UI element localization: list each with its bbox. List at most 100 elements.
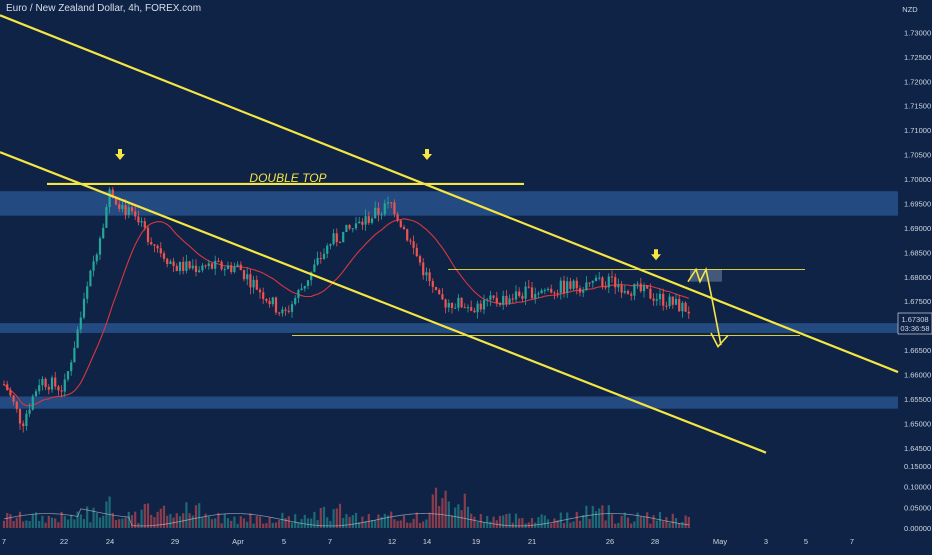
volume-bar	[687, 516, 690, 528]
volume-bar	[9, 514, 12, 528]
volume-bar	[630, 523, 633, 528]
volume-bar	[28, 520, 31, 528]
volume-bar	[684, 515, 687, 528]
candle-body	[178, 261, 182, 272]
volume-bar	[559, 512, 562, 528]
candle-body	[239, 264, 242, 271]
candle-body	[473, 310, 476, 313]
volume-bar	[313, 511, 316, 528]
volume-bar	[178, 516, 182, 528]
volume-bar	[582, 515, 585, 528]
candle-body	[284, 309, 287, 311]
volume-bar	[134, 511, 137, 528]
volume-bar	[70, 514, 73, 528]
volume-bar	[153, 517, 156, 528]
volume-bar	[127, 511, 130, 528]
volume-bar	[22, 521, 25, 528]
candle-body	[393, 202, 396, 215]
candle-body	[322, 253, 326, 259]
volume-bar	[598, 508, 601, 528]
candle-body	[287, 310, 290, 312]
candle-body	[31, 396, 34, 410]
candle-body	[108, 189, 111, 208]
candle-body	[246, 274, 249, 280]
candle-body	[514, 291, 518, 300]
volume-bar	[393, 519, 396, 528]
candle-body	[415, 247, 418, 257]
date-tick-label: 26	[606, 537, 614, 546]
candle-body	[345, 224, 348, 232]
volume-bar	[271, 522, 274, 528]
date-tick-label: 22	[60, 537, 68, 546]
candle-body	[623, 291, 626, 293]
volume-bar	[98, 517, 102, 528]
candle-body	[658, 293, 662, 300]
candle-body	[495, 297, 498, 303]
volume-bar	[614, 523, 617, 528]
candle-body	[233, 266, 236, 273]
volume-bar	[140, 509, 143, 528]
volume-bar	[562, 523, 566, 528]
candle-body	[194, 265, 198, 272]
candle-body	[671, 296, 674, 305]
volume-bar	[367, 513, 370, 528]
volume-bar	[678, 523, 681, 528]
candle-body	[460, 297, 463, 308]
price-tick-label: 1.69500	[904, 199, 931, 208]
candle-body	[521, 295, 524, 299]
volume-bar	[370, 520, 374, 528]
candle-body	[444, 299, 447, 308]
price-tick-label: 1.71000	[904, 126, 931, 135]
candle-body	[604, 286, 607, 288]
volume-bar	[514, 513, 518, 528]
volume-bar	[297, 522, 300, 528]
candle-body	[649, 288, 652, 299]
price-tick-label: 1.67500	[904, 297, 931, 306]
volume-bar	[518, 518, 521, 528]
candle-body	[198, 270, 201, 272]
candle-body	[457, 297, 460, 308]
volume-bar	[262, 523, 265, 528]
candle-body	[527, 286, 530, 288]
volume-bar	[329, 520, 332, 528]
candle-body	[159, 248, 162, 254]
volume-bar	[274, 522, 278, 528]
candle-body	[162, 253, 166, 259]
volume-bar	[191, 515, 194, 528]
volume-bar	[233, 516, 236, 528]
candle-body	[351, 228, 354, 230]
candle-body	[409, 240, 412, 242]
candle-body	[678, 298, 681, 312]
candle-body	[290, 304, 294, 312]
candle-body	[582, 290, 585, 293]
volume-bar	[342, 517, 345, 528]
volume-bar	[655, 520, 658, 528]
volume-bar	[345, 514, 348, 528]
candle-body	[175, 265, 178, 272]
chart-title: Euro / New Zealand Dollar, 4h, FOREX.com	[6, 3, 202, 14]
volume-bar	[662, 521, 665, 528]
candle-body	[86, 286, 89, 299]
candle-body	[399, 220, 402, 228]
candle-body	[166, 258, 169, 264]
candle-body	[546, 288, 550, 290]
volume-bar	[239, 516, 242, 528]
price-tick-label: 1.68000	[904, 273, 931, 282]
volume-bar	[47, 515, 50, 528]
volume-bar	[319, 507, 322, 528]
down-arrow-icon	[422, 149, 432, 161]
volume-bar	[358, 522, 361, 528]
volume-bar	[374, 519, 377, 528]
candle-body	[18, 408, 22, 424]
volume-bar	[505, 513, 508, 528]
candle-body	[383, 203, 386, 215]
candle-body	[342, 231, 345, 243]
volume-bar	[44, 522, 47, 528]
price-tick-label: 1.73000	[904, 28, 931, 37]
volume-bar	[636, 512, 639, 528]
volume-bar	[73, 519, 76, 528]
volume-bar	[66, 519, 70, 528]
price-tick-label: 1.68500	[904, 248, 931, 257]
